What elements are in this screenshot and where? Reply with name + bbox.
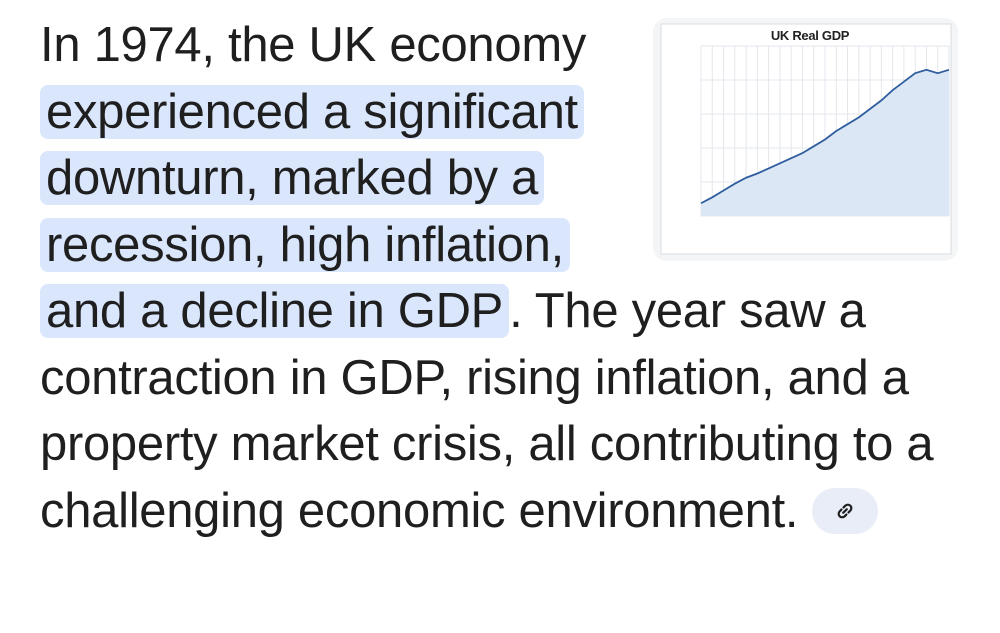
- ai-answer-paragraph: UK Real GDP In 1974, the UK economy expe…: [40, 12, 970, 544]
- gdp-chart: UK Real GDP: [653, 18, 958, 261]
- source-link-button[interactable]: [812, 487, 879, 534]
- uk-gdp-chart-thumbnail[interactable]: UK Real GDP: [653, 18, 958, 261]
- link-icon: [837, 503, 853, 518]
- answer-intro-text: In 1974, the UK economy: [40, 18, 587, 72]
- highlighted-answer-text: experienced a significant downturn, mark…: [40, 84, 584, 338]
- gdp-area-fill: [701, 69, 949, 216]
- answer-rest-text: . The year saw a contraction in GDP, ris…: [40, 284, 934, 538]
- gdp-series-line: [700, 68, 950, 205]
- chart-title: UK Real GDP: [771, 28, 850, 43]
- chart-area-layer: [700, 68, 950, 216]
